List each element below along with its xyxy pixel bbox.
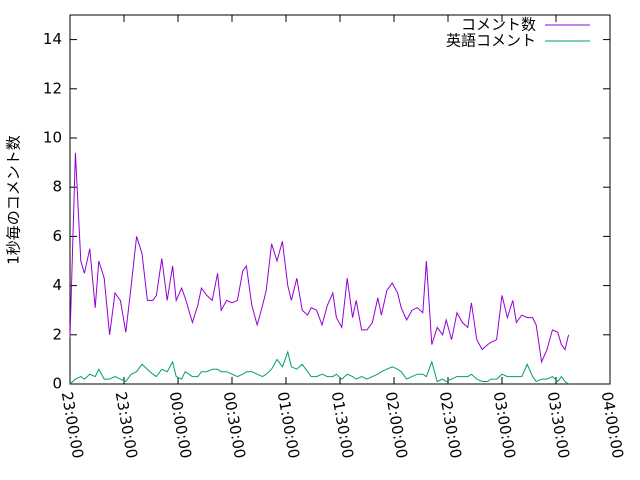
- plot-frame: [69, 14, 611, 385]
- x-tick-label: 01:00:00: [274, 390, 303, 459]
- y-tick-label: 2: [52, 325, 62, 343]
- x-tick-label: 23:30:00: [112, 390, 141, 459]
- x-tick-label: 00:00:00: [166, 390, 195, 459]
- series-line: [69, 350, 569, 385]
- x-tick-label: 03:30:00: [544, 390, 573, 459]
- legend-label: コメント数: [461, 16, 536, 34]
- x-tick-label: 00:30:00: [220, 390, 249, 459]
- x-tick-label: 02:30:00: [436, 390, 465, 459]
- y-axis-label: 1秒毎のコメント数: [5, 135, 23, 265]
- y-tick-label: 8: [52, 178, 62, 196]
- series-line: [69, 152, 570, 364]
- x-tick-label: 04:00:00: [598, 390, 627, 459]
- y-tick-label: 14: [43, 30, 62, 48]
- x-tick-label: 02:00:00: [382, 390, 411, 459]
- y-tick-label: 0: [52, 375, 62, 393]
- x-tick-label: 03:00:00: [490, 390, 519, 459]
- x-tick-label: 01:30:00: [328, 390, 357, 459]
- x-tick-label: 23:00:00: [58, 390, 87, 459]
- y-tick-label: 6: [52, 227, 62, 245]
- y-tick-label: 10: [43, 129, 62, 147]
- y-tick-label: 12: [43, 79, 62, 97]
- y-tick-label: 4: [52, 276, 62, 294]
- legend-label: 英語コメント: [446, 32, 536, 50]
